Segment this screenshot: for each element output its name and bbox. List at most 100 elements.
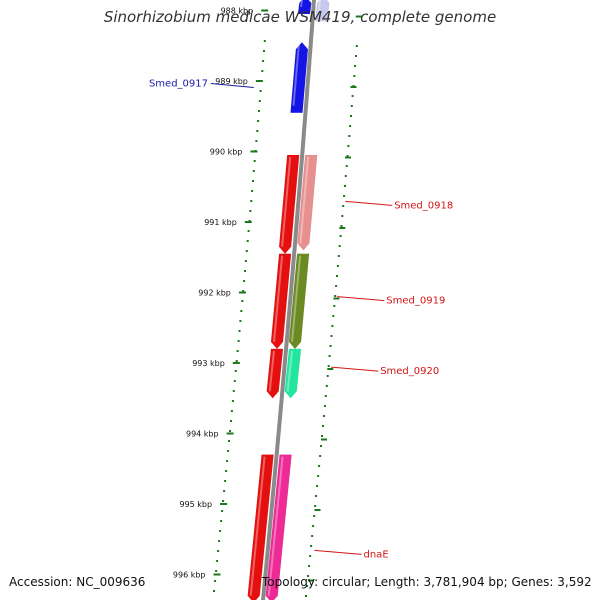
gene-label[interactable]: Smed_0919 [386,296,445,307]
gene-feature-f2[interactable] [290,41,309,113]
scale-dot [216,560,219,562]
gene-feature-highlight [273,255,284,342]
scale-dot [353,75,356,77]
scale-dot [340,225,343,227]
gene-labels: Smed_0917 Smed_0918 Smed_0919 Smed_0920 dnaE [149,79,453,561]
gene-feature-f8[interactable] [284,348,302,399]
scale-dot [213,590,215,592]
scale-dot [250,200,253,202]
scale-dot [243,280,246,282]
gene-feature-highlight [300,0,304,8]
genome-backbone [260,0,317,600]
kbp-label: 994 kbp [186,430,219,439]
scale-dot [355,55,357,57]
gene-feature-highlight [267,456,284,596]
scale-dot [352,85,355,87]
topology-text: Topology: circular; Length: 3,781,904 bp… [262,575,592,589]
scale-dot [260,80,263,82]
label-leader [337,296,385,302]
scale-dot [316,485,319,487]
label-leader [331,366,379,372]
gene-feature-f7[interactable] [266,348,284,399]
kbp-label: 993 kbp [192,359,225,368]
scale-dot [217,550,220,552]
scale-dot [253,160,256,162]
scale-dot [329,345,332,347]
scale-dot [311,535,314,537]
scale-dot [349,125,352,127]
gene-label[interactable]: dnaE [364,549,389,560]
scale-dot [321,435,323,437]
scale-dot [306,585,309,587]
gene-feature-highlight [268,350,275,392]
scale-dot [252,170,255,172]
scale-dot [231,400,234,402]
scale-dot [317,475,320,477]
gene-feature-highlight [317,0,322,15]
kbp-label: 989 kbp [215,77,248,86]
scale-dot [234,370,237,372]
gene-label[interactable]: Smed_0918 [394,200,453,211]
scale-dot [257,120,260,122]
scale-dot [351,95,354,97]
scale-dot [332,315,335,317]
scale-dot [337,255,340,257]
scale-dot [244,260,247,262]
scale-dot [348,135,351,137]
scale-dot [322,425,324,427]
scale-dot [350,105,353,107]
scale-dot [342,205,345,207]
gene-feature-f4[interactable] [297,154,318,251]
gene-feature-highlight [292,44,300,106]
scale-dot [239,320,242,322]
scale-dot [334,295,337,297]
gene-feature-f6[interactable] [288,253,310,350]
scale-dot [229,430,231,432]
scale-dot [308,565,311,567]
scale-dot [258,110,260,112]
scale-dot [252,180,254,182]
scale-dot [341,215,344,217]
scale-dot [323,405,326,407]
scale-dot [226,460,229,462]
scale-dot [230,410,233,412]
scale-dot [347,145,350,147]
scale-dot [244,270,246,272]
scale-dot [305,595,307,597]
gene-feature-f10[interactable] [265,454,292,600]
scale-dot [255,140,258,142]
scale-dot [307,575,310,577]
scale-dot [338,245,341,247]
scale-dot [336,275,338,277]
gene-label[interactable]: Smed_0917 [149,79,208,90]
scale-dot [336,265,339,267]
gene-feature-f0[interactable] [315,0,330,22]
gene-label[interactable]: Smed_0920 [380,366,439,377]
gene-feature-f3[interactable] [278,154,300,255]
gene-feature-f5[interactable] [270,253,292,350]
scale-dot [355,45,358,47]
scale-dot [248,220,251,222]
scale-dot [242,290,245,292]
scale-dot [249,210,252,212]
scale-dot [256,130,259,132]
scale-dot [238,330,241,332]
scale-dot [221,510,224,512]
gene-feature-f1[interactable] [297,0,312,15]
map-title: Sinorhizobium medicae WSM419, complete g… [103,8,497,26]
scale-dot [245,250,248,252]
scale-dot [233,380,236,382]
gene-feature-highlight [286,350,293,392]
scale-dot [263,40,266,42]
scale-dot [225,470,228,472]
scale-dot [346,155,349,157]
scale-dot [263,50,265,52]
gene-feature-f9[interactable] [247,454,274,600]
scale-dot [310,545,313,547]
gene-feature-highlight [281,156,292,247]
scale-dot [227,450,230,452]
scale-dot [259,90,262,92]
kbp-label: 990 kbp [210,148,243,157]
scale-dot [324,395,327,397]
scale-dot [318,465,321,467]
